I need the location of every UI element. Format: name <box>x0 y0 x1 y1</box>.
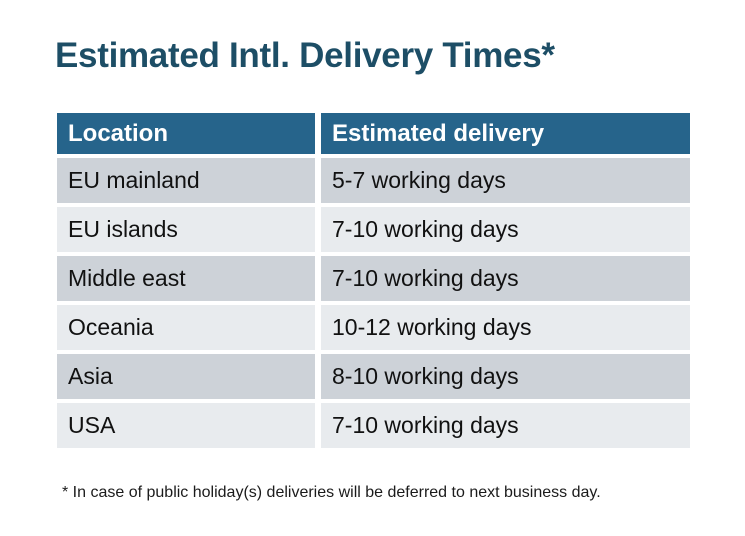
cell-location: Asia <box>57 354 315 399</box>
cell-delivery: 7-10 working days <box>321 207 690 252</box>
cell-delivery: 10-12 working days <box>321 305 690 350</box>
cell-location: EU mainland <box>57 158 315 203</box>
cell-location: EU islands <box>57 207 315 252</box>
delivery-times-table: Location Estimated delivery EU mainland … <box>57 113 690 448</box>
cell-location: Middle east <box>57 256 315 301</box>
cell-delivery: 8-10 working days <box>321 354 690 399</box>
cell-delivery: 5-7 working days <box>321 158 690 203</box>
column-header-location: Location <box>57 113 315 154</box>
page-title: Estimated Intl. Delivery Times* <box>55 36 555 75</box>
cell-delivery: 7-10 working days <box>321 256 690 301</box>
cell-location: Oceania <box>57 305 315 350</box>
column-header-estimated-delivery: Estimated delivery <box>321 113 690 154</box>
cell-delivery: 7-10 working days <box>321 403 690 448</box>
footnote: * In case of public holiday(s) deliverie… <box>62 484 601 501</box>
cell-location: USA <box>57 403 315 448</box>
